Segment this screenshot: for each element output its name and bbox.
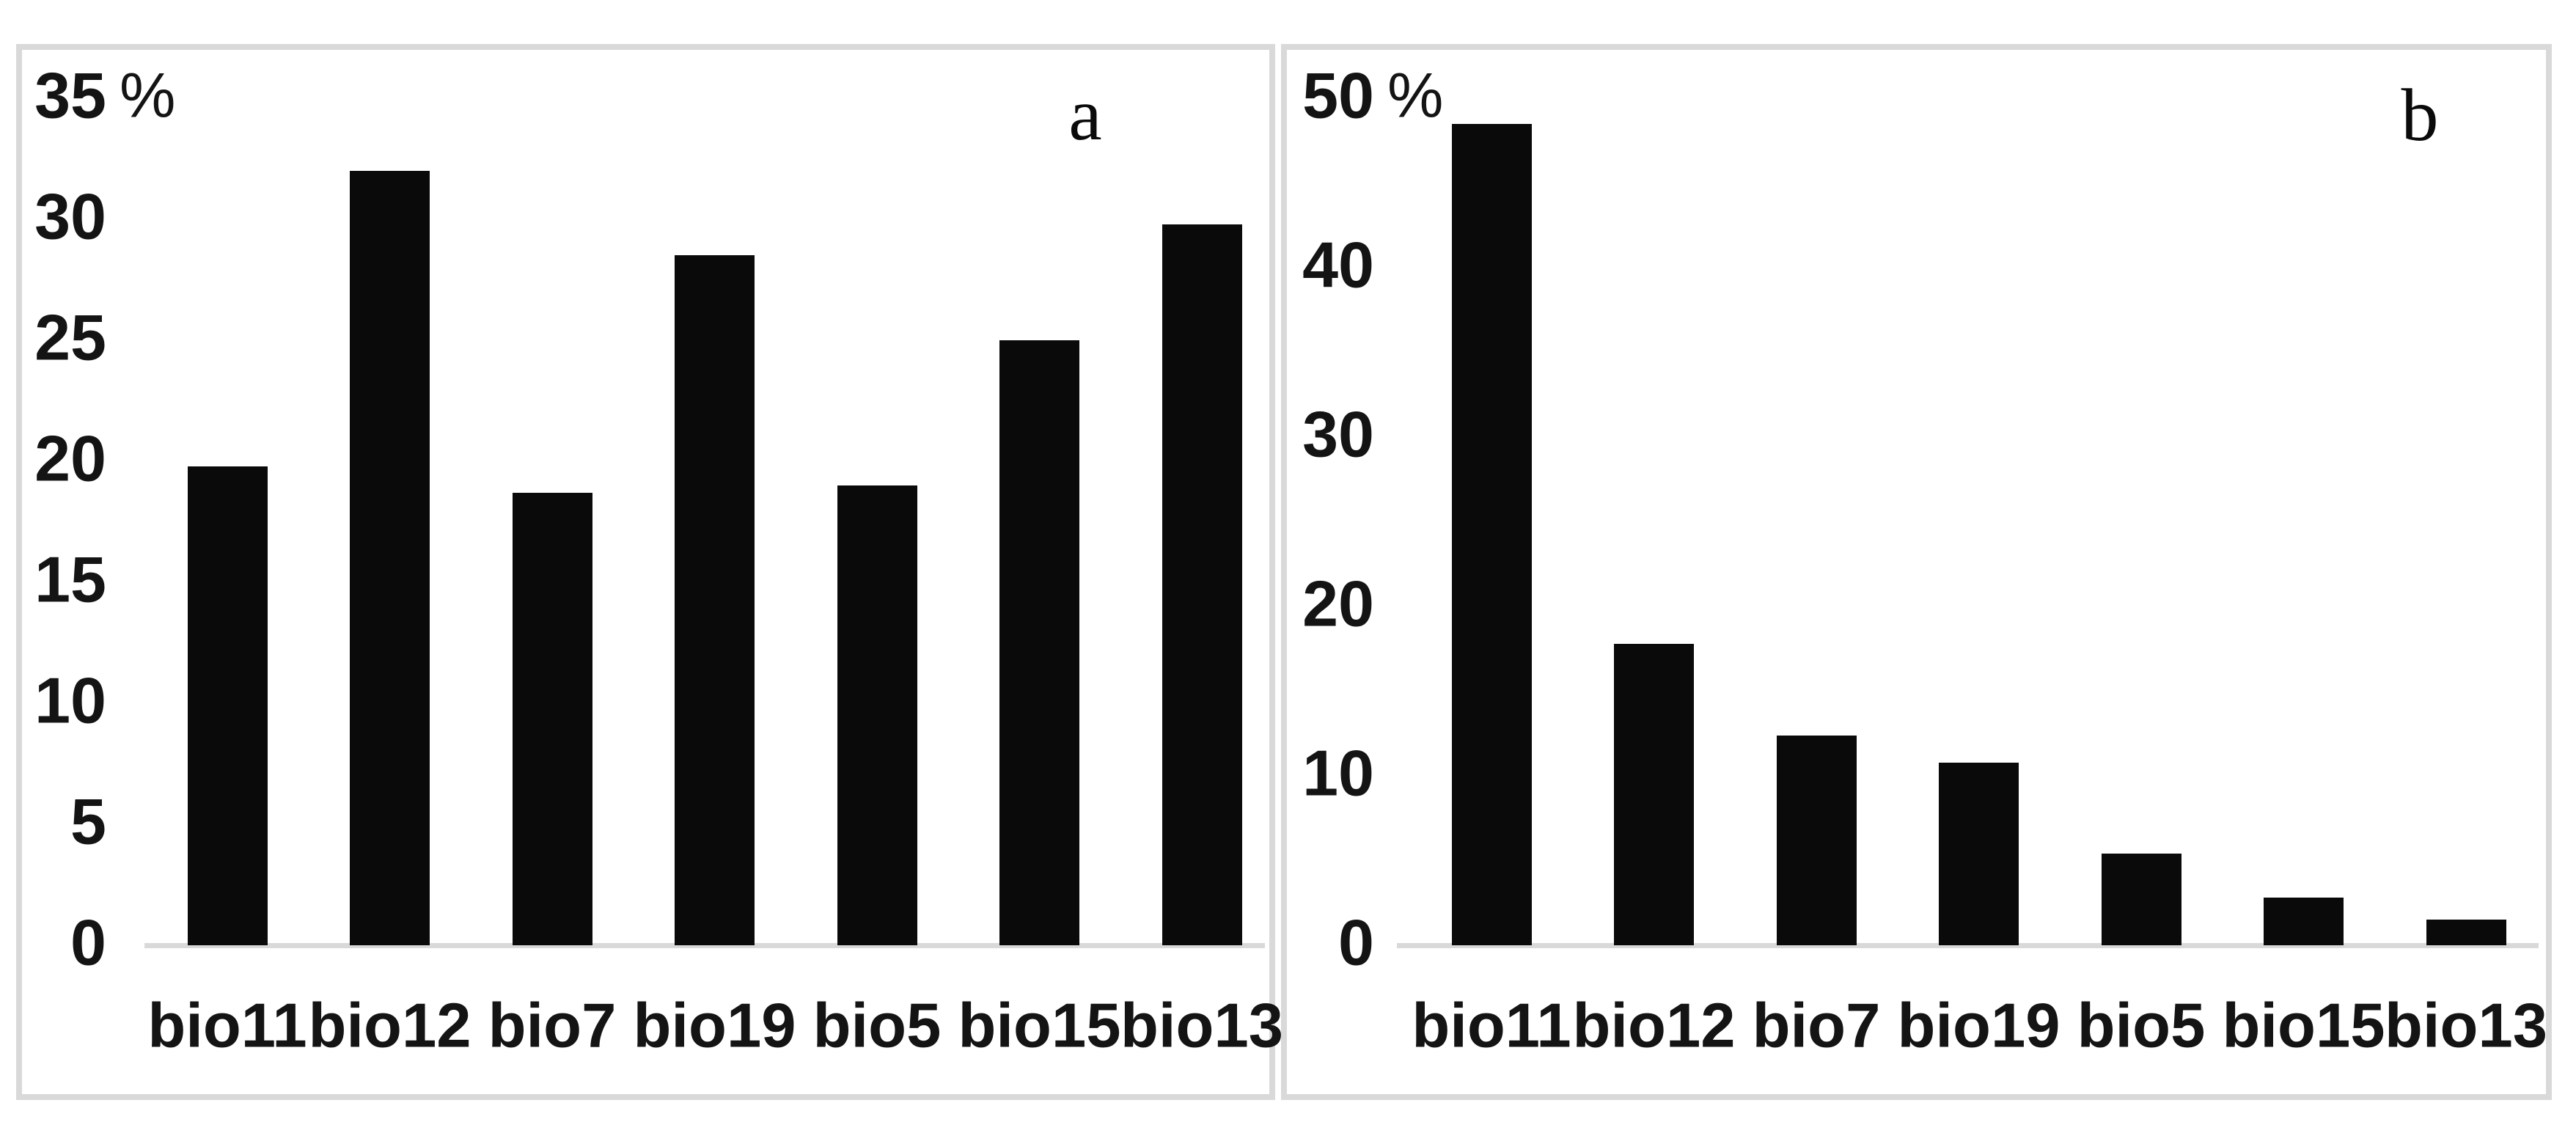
- bar-b-bio7: [1777, 736, 1857, 945]
- y-tick-label-a-15: 15: [34, 543, 106, 616]
- bar-a-bio12: [350, 171, 430, 945]
- y-tick-label-b-20: 20: [1302, 567, 1374, 640]
- y-tick-label-a-0: 0: [70, 906, 106, 979]
- bar-b-bio13: [2426, 920, 2506, 945]
- panel-letter-a: a: [1068, 73, 1102, 156]
- x-tick-label-a-bio11: bio11: [147, 991, 307, 1061]
- y-tick-label-a-10: 10: [34, 664, 106, 737]
- x-axis-line-a: [144, 943, 1265, 948]
- x-tick-label-b-bio7: bio7: [1752, 991, 1881, 1061]
- x-tick-label-b-bio15: bio15: [2222, 991, 2385, 1061]
- bar-b-bio5: [2102, 854, 2181, 945]
- percent-sign-b: %: [1387, 60, 1444, 131]
- x-tick-label-a-bio15: bio15: [958, 991, 1121, 1061]
- bar-b-bio11: [1452, 124, 1532, 945]
- y-tick-label-a-20: 20: [34, 422, 106, 495]
- bar-b-bio19: [1939, 763, 2019, 945]
- x-tick-label-b-bio11: bio11: [1412, 991, 1571, 1061]
- bar-a-bio7: [513, 493, 592, 945]
- bar-b-bio12: [1614, 644, 1694, 945]
- x-tick-label-b-bio19: bio19: [1897, 991, 2061, 1061]
- percent-sign-a: %: [120, 60, 176, 131]
- x-tick-label-a-bio7: bio7: [488, 991, 617, 1061]
- bar-a-bio19: [675, 255, 755, 945]
- x-tick-label-b-bio13: bio13: [2384, 991, 2548, 1061]
- bar-b-bio15: [2264, 898, 2344, 945]
- x-tick-label-b-bio5: bio5: [2077, 991, 2206, 1061]
- y-tick-label-a-25: 25: [34, 301, 106, 374]
- y-axis-max-label-a: 35: [34, 59, 106, 132]
- x-axis-line-b: [1397, 943, 2539, 948]
- bar-a-bio5: [837, 485, 917, 945]
- y-tick-label-a-5: 5: [70, 785, 106, 858]
- y-tick-label-b-40: 40: [1302, 228, 1374, 301]
- x-tick-label-a-bio12: bio12: [308, 991, 471, 1061]
- bar-a-bio13: [1162, 224, 1242, 945]
- x-tick-label-a-bio5: bio5: [812, 991, 942, 1061]
- y-axis-max-label-b: 50: [1302, 59, 1374, 132]
- panel-letter-b: b: [2401, 74, 2439, 157]
- x-tick-label-a-bio19: bio19: [633, 991, 796, 1061]
- x-tick-label-a-bio13: bio13: [1120, 991, 1284, 1061]
- y-tick-label-b-0: 0: [1338, 906, 1374, 979]
- bar-a-bio11: [188, 466, 268, 945]
- y-tick-label-a-30: 30: [34, 180, 106, 253]
- y-tick-label-b-10: 10: [1302, 736, 1374, 810]
- y-tick-label-b-30: 30: [1302, 397, 1374, 471]
- x-tick-label-b-bio12: bio12: [1572, 991, 1736, 1061]
- bar-a-bio15: [999, 340, 1079, 945]
